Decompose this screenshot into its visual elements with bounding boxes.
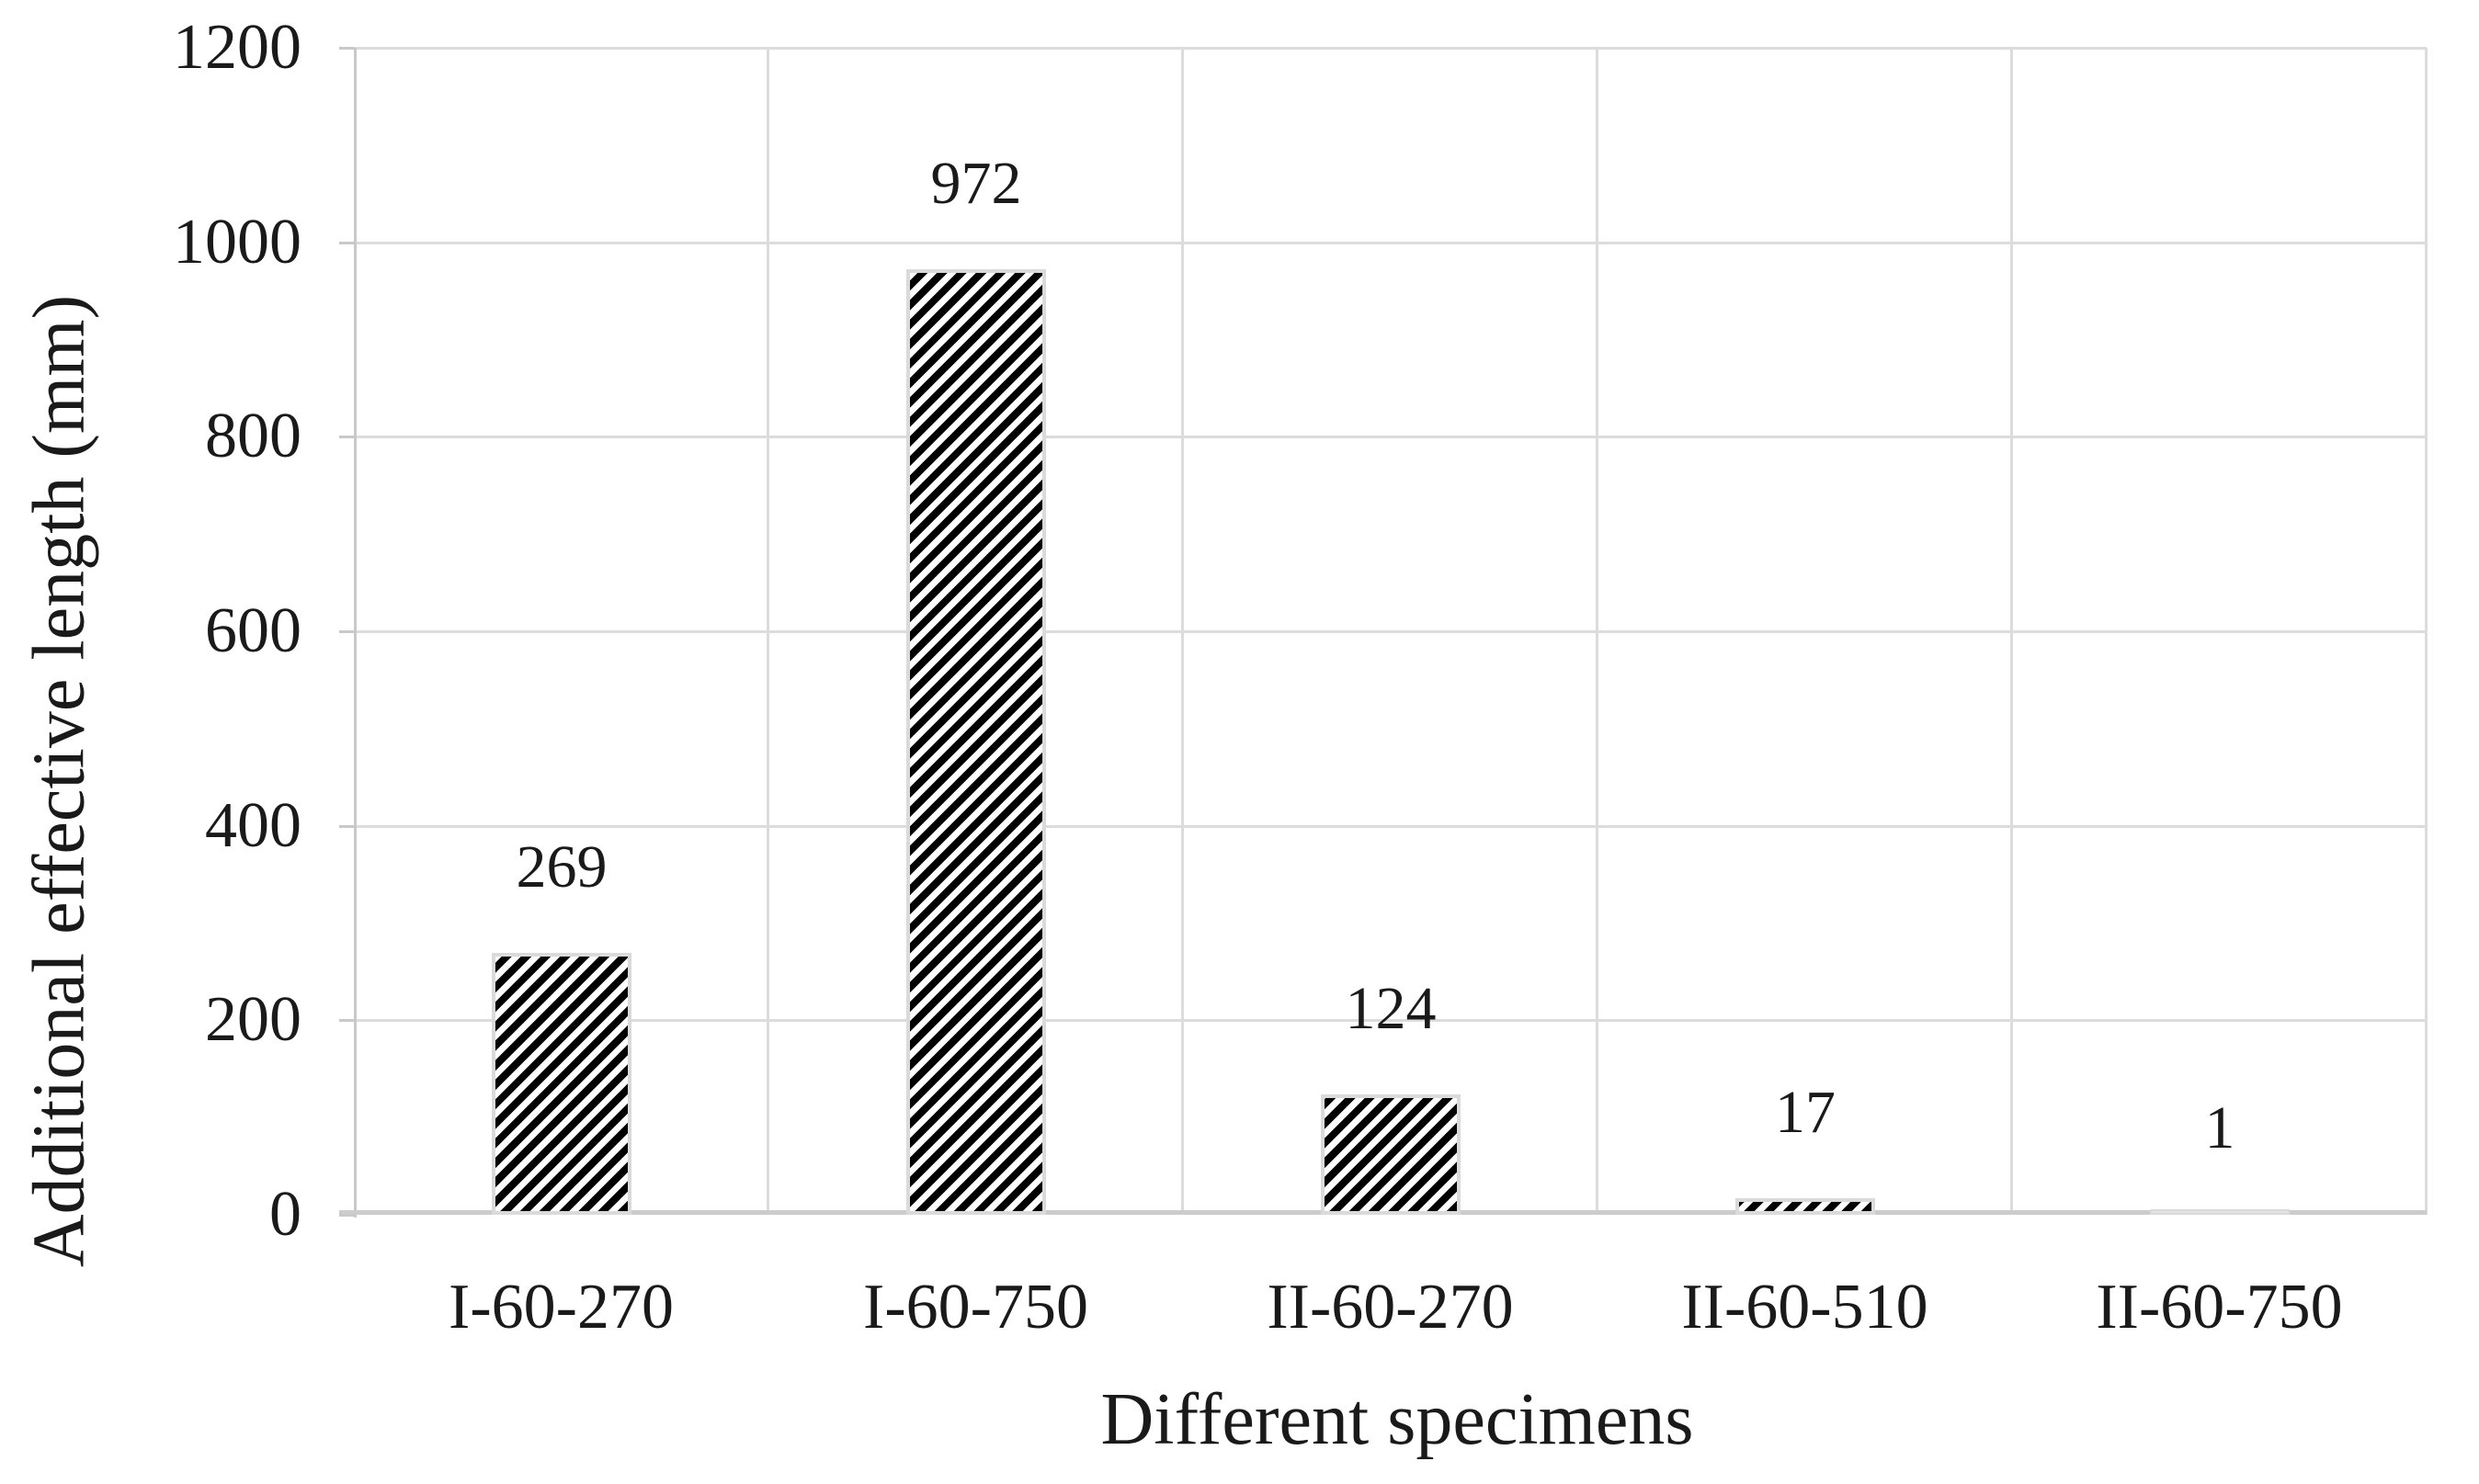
bar-value-label: 972 — [930, 150, 1022, 217]
y-gridline — [354, 242, 2427, 244]
x-gridline — [2425, 48, 2428, 1215]
y-gridline — [354, 47, 2427, 50]
y-tick-mark — [339, 1214, 354, 1217]
y-tick-label: 1000 — [173, 207, 301, 278]
y-gridline — [354, 436, 2427, 438]
x-gridline — [2010, 48, 2013, 1215]
y-tick-mark — [339, 47, 354, 50]
bar — [1735, 1198, 1875, 1215]
x-axis-title: Different specimens — [1100, 1379, 1694, 1460]
x-gridline — [767, 48, 769, 1215]
y-tick-label: 800 — [205, 401, 301, 471]
x-gridline — [1596, 48, 1598, 1215]
y-tick-label: 400 — [205, 790, 301, 861]
y-tick-label: 600 — [205, 595, 301, 666]
bar-value-label: 17 — [1775, 1079, 1836, 1146]
x-category-label: II-60-750 — [2096, 1272, 2343, 1342]
x-gridline — [1181, 48, 1184, 1215]
bar — [492, 953, 631, 1215]
y-gridline — [354, 630, 2427, 633]
y-tick-mark — [339, 242, 354, 244]
bar — [906, 269, 1046, 1215]
bar-value-label: 1 — [2204, 1094, 2235, 1161]
y-axis-line — [354, 48, 357, 1218]
x-category-label: I-60-750 — [863, 1272, 1088, 1342]
y-gridline — [354, 825, 2427, 828]
bar — [2150, 1209, 2290, 1215]
y-tick-mark — [339, 1019, 354, 1022]
y-tick-mark — [339, 825, 354, 828]
y-tick-mark — [339, 436, 354, 438]
y-tick-label: 0 — [269, 1179, 301, 1250]
x-category-label: II-60-270 — [1267, 1272, 1514, 1342]
y-gridline — [354, 1019, 2427, 1022]
x-category-label: I-60-270 — [449, 1272, 674, 1342]
y-tick-label: 200 — [205, 984, 301, 1055]
bar-value-label: 269 — [516, 833, 608, 901]
plot-area — [339, 47, 2428, 1218]
x-category-label: II-60-510 — [1681, 1272, 1928, 1342]
y-tick-mark — [339, 630, 354, 633]
bar-value-label: 124 — [1345, 975, 1437, 1042]
bar — [1321, 1094, 1461, 1215]
y-tick-label: 1200 — [173, 12, 301, 83]
